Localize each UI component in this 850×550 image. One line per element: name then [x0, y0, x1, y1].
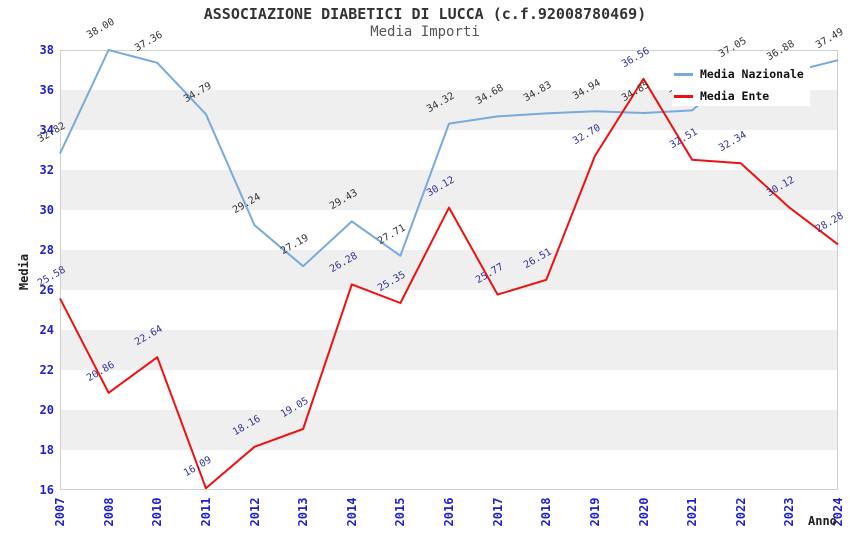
x-tick-label: 2011 [198, 497, 213, 527]
y-tick-label: 28 [39, 243, 54, 257]
x-tick-label: 2022 [733, 497, 748, 527]
x-tick-label: 2021 [685, 497, 700, 527]
y-tick-label: 24 [39, 323, 54, 337]
y-tick-label: 32 [39, 163, 54, 177]
y-tick-label: 22 [39, 363, 54, 377]
y-axis-title: Media [17, 253, 31, 291]
x-tick-label: 2016 [442, 497, 456, 527]
x-tick-label: 2010 [150, 497, 165, 527]
y-tick-label: 16 [39, 483, 54, 497]
x-tick-label: 2015 [393, 497, 408, 527]
y-tick-label: 18 [39, 443, 54, 457]
y-tick-label: 34 [39, 123, 54, 137]
x-tick-label: 2019 [587, 497, 602, 527]
y-tick-label: 38 [39, 43, 54, 57]
series-line-media-ente [59, 77, 839, 490]
line-series-svg [59, 49, 839, 490]
x-tick-label: 2012 [247, 497, 262, 527]
x-tick-label: 2014 [344, 497, 359, 527]
x-tick-label: 2013 [296, 497, 311, 527]
x-tick-label: 2020 [636, 497, 651, 527]
x-tick-label: 2018 [539, 497, 554, 527]
x-tick-label: 2007 [53, 497, 67, 527]
y-tick-label: 36 [39, 83, 54, 97]
chart-subtitle: Media Importi [370, 24, 480, 40]
legend-item-media-nazionale: Media Nazionale [674, 64, 810, 84]
media-ente-line-swatch-icon [674, 94, 693, 98]
x-axis-title: Anno [808, 514, 837, 528]
plot-area [59, 49, 839, 490]
legend-label: Media Ente [700, 89, 770, 103]
media-nazionale-line-swatch-icon [674, 72, 693, 76]
x-tick-label: 2008 [101, 497, 116, 527]
x-tick-label: 2023 [782, 497, 797, 527]
legend-label: Media Nazionale [700, 67, 804, 81]
y-tick-label: 26 [39, 283, 54, 297]
y-tick-label: 20 [39, 403, 54, 417]
y-tick-label: 30 [39, 203, 54, 217]
chart-title: ASSOCIAZIONE DIABETICI DI LUCCA (c.f.920… [203, 5, 647, 23]
x-tick-label: 2017 [490, 497, 505, 527]
legend-item-media-ente: Media Ente [674, 86, 810, 106]
legend: Media Nazionale Media Ente [672, 62, 810, 106]
